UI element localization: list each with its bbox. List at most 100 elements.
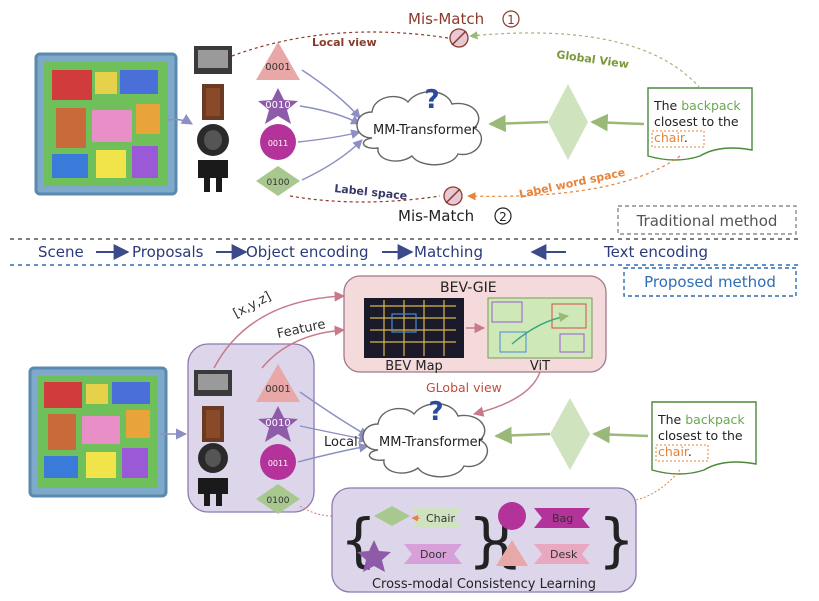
local-view-label: Local view — [312, 36, 377, 49]
cml-door-tag — [404, 544, 462, 564]
proposal-images-top — [194, 46, 232, 192]
text-card-highlight1-top: backpack — [681, 98, 741, 113]
circle-shape-bottom: 0011 — [260, 444, 296, 480]
cml-title: Cross-modal Consistency Learning — [372, 577, 596, 592]
pipeline-scene: Scene — [38, 243, 84, 261]
traditional-method-label: Traditional method — [636, 212, 778, 230]
text-card-post-top: . — [684, 130, 688, 145]
vit-image — [487, 297, 593, 359]
vit-label: ViT — [530, 359, 550, 374]
cml-desk-tag — [534, 544, 590, 564]
xyz-arrow — [213, 291, 346, 369]
text-card-mid-bottom: closest to the — [658, 428, 743, 443]
code-label-bottom-1: 0001 — [265, 384, 290, 395]
text-feature-diamond-top — [548, 84, 588, 160]
proposal-images-bottom — [194, 370, 232, 506]
scene-to-proposal-arrow-top — [167, 114, 193, 125]
text-card-highlight1-bottom: backpack — [685, 412, 745, 427]
label-space-dashed-arrow — [289, 195, 441, 203]
pipeline-proposals: Proposals — [132, 243, 204, 261]
text-card-post-bottom: . — [688, 444, 692, 459]
global-view-label-bottom: GLobal view — [426, 380, 502, 395]
diamond-to-cml-dashed — [299, 505, 333, 517]
text-to-diamond-arrow-bottom — [592, 425, 649, 444]
traditional-method-box — [617, 205, 797, 235]
mismatch2-label: Mis-Match — [398, 207, 474, 225]
question-mark-top: ? — [424, 85, 439, 115]
diamond-shape-bottom: 0100 — [256, 484, 300, 514]
label-space-label: Label space — [334, 182, 408, 203]
diamond-to-transformer-arrow-bottom — [494, 426, 551, 445]
text-card-highlight2-top: chair — [654, 130, 686, 145]
proposed-method-box — [623, 267, 797, 297]
code-label-top-2: 0010 — [265, 100, 290, 111]
local-label: Local — [324, 435, 358, 450]
feature-label: Feature — [276, 317, 327, 342]
cml-label-desk: Desk — [550, 548, 578, 561]
local-arrows-bottom — [297, 391, 369, 463]
cml-bag-tag — [534, 508, 590, 528]
cml-chair-tag — [412, 508, 462, 528]
text-card-highlight2-bottom: chair — [658, 444, 690, 459]
text-feature-diamond-bottom — [550, 398, 590, 470]
bev-map-image — [364, 298, 464, 358]
transformer-label-bottom: MM-Transformer — [379, 435, 484, 450]
mismatch2-number-circle — [494, 207, 512, 225]
transformer-cloud-top: MM-Transformer ? — [356, 85, 482, 166]
pipeline-matching: Matching — [414, 243, 483, 261]
mismatch1-icon — [449, 28, 469, 48]
mismatch1-label: Mis-Match — [408, 10, 484, 28]
transformer-label-top: MM-Transformer — [373, 123, 478, 138]
transformer-cloud-bottom: MM-Transformer ? — [362, 397, 488, 478]
diamond-to-transformer-arrow-top — [488, 114, 549, 133]
pipeline-text-encoding: Text encoding — [603, 243, 708, 261]
star-shape-bottom: 0010 — [258, 406, 298, 442]
code-label-top-3: 0011 — [268, 139, 288, 148]
scene-image-bottom — [28, 366, 168, 498]
cml-chair-arrow — [411, 514, 457, 522]
global-view-arrow-bottom — [472, 371, 541, 417]
svg-text:chair.: chair. — [654, 130, 688, 145]
scene-image-top — [34, 52, 178, 196]
cml-label-chair: Chair — [426, 512, 455, 525]
pipeline-row: Scene Proposals Object encoding Matching… — [38, 243, 708, 261]
global-view-label-top: Global View — [556, 48, 630, 71]
bev-gie-title: BEV-GIE — [440, 280, 497, 296]
triangle-shape-bottom: 0001 — [256, 364, 300, 402]
mismatch2-icon — [443, 186, 463, 206]
star-shape-top: 0010 — [258, 88, 298, 124]
label-word-space-dashed-arrow — [467, 155, 681, 201]
text-query-card-bottom: The backpack closest to the chair. — [651, 401, 757, 475]
bev-map-label: BEV Map — [385, 359, 443, 374]
svg-text:The backpack: The backpack — [657, 412, 745, 427]
code-label-bottom-2: 0010 — [265, 418, 290, 429]
cml-label-door: Door — [420, 548, 447, 561]
text-query-card-top: The backpack closest to the chair. — [647, 87, 753, 161]
mismatch1-number-circle — [502, 10, 520, 28]
text-to-diamond-arrow-top — [590, 113, 645, 132]
triangle-shape-top: 0001 — [256, 42, 300, 80]
mismatch1-number: 1 — [507, 13, 515, 27]
cml-star-shape — [357, 540, 391, 572]
cml-right-brace-close: } — [598, 506, 635, 574]
xyz-label: [x,y,z] — [231, 289, 274, 321]
svg-text:The backpack: The backpack — [653, 98, 741, 113]
cml-triangle-shape — [496, 540, 528, 566]
feature-arrow — [261, 325, 346, 369]
diamond-shape-top: 0100 — [256, 166, 300, 196]
mismatch2-number: 2 — [499, 210, 507, 224]
text-card-pre-top: The — [653, 98, 681, 113]
code-label-bottom-4: 0100 — [267, 496, 290, 506]
proposed-method-label: Proposed method — [644, 273, 776, 291]
cml-label-bag: Bag — [552, 512, 573, 525]
code-label-bottom-3: 0011 — [268, 459, 288, 468]
circle-shape-top: 0011 — [260, 124, 296, 160]
cml-diamond-shape — [374, 506, 410, 526]
cml-circle-shape — [498, 502, 526, 530]
code-label-top-4: 0100 — [267, 178, 290, 188]
text-card-mid-top: closest to the — [654, 114, 739, 129]
code-label-top-1: 0001 — [265, 62, 290, 73]
question-mark-bottom: ? — [428, 397, 443, 427]
shape-to-transformer-arrows-top — [297, 69, 363, 181]
